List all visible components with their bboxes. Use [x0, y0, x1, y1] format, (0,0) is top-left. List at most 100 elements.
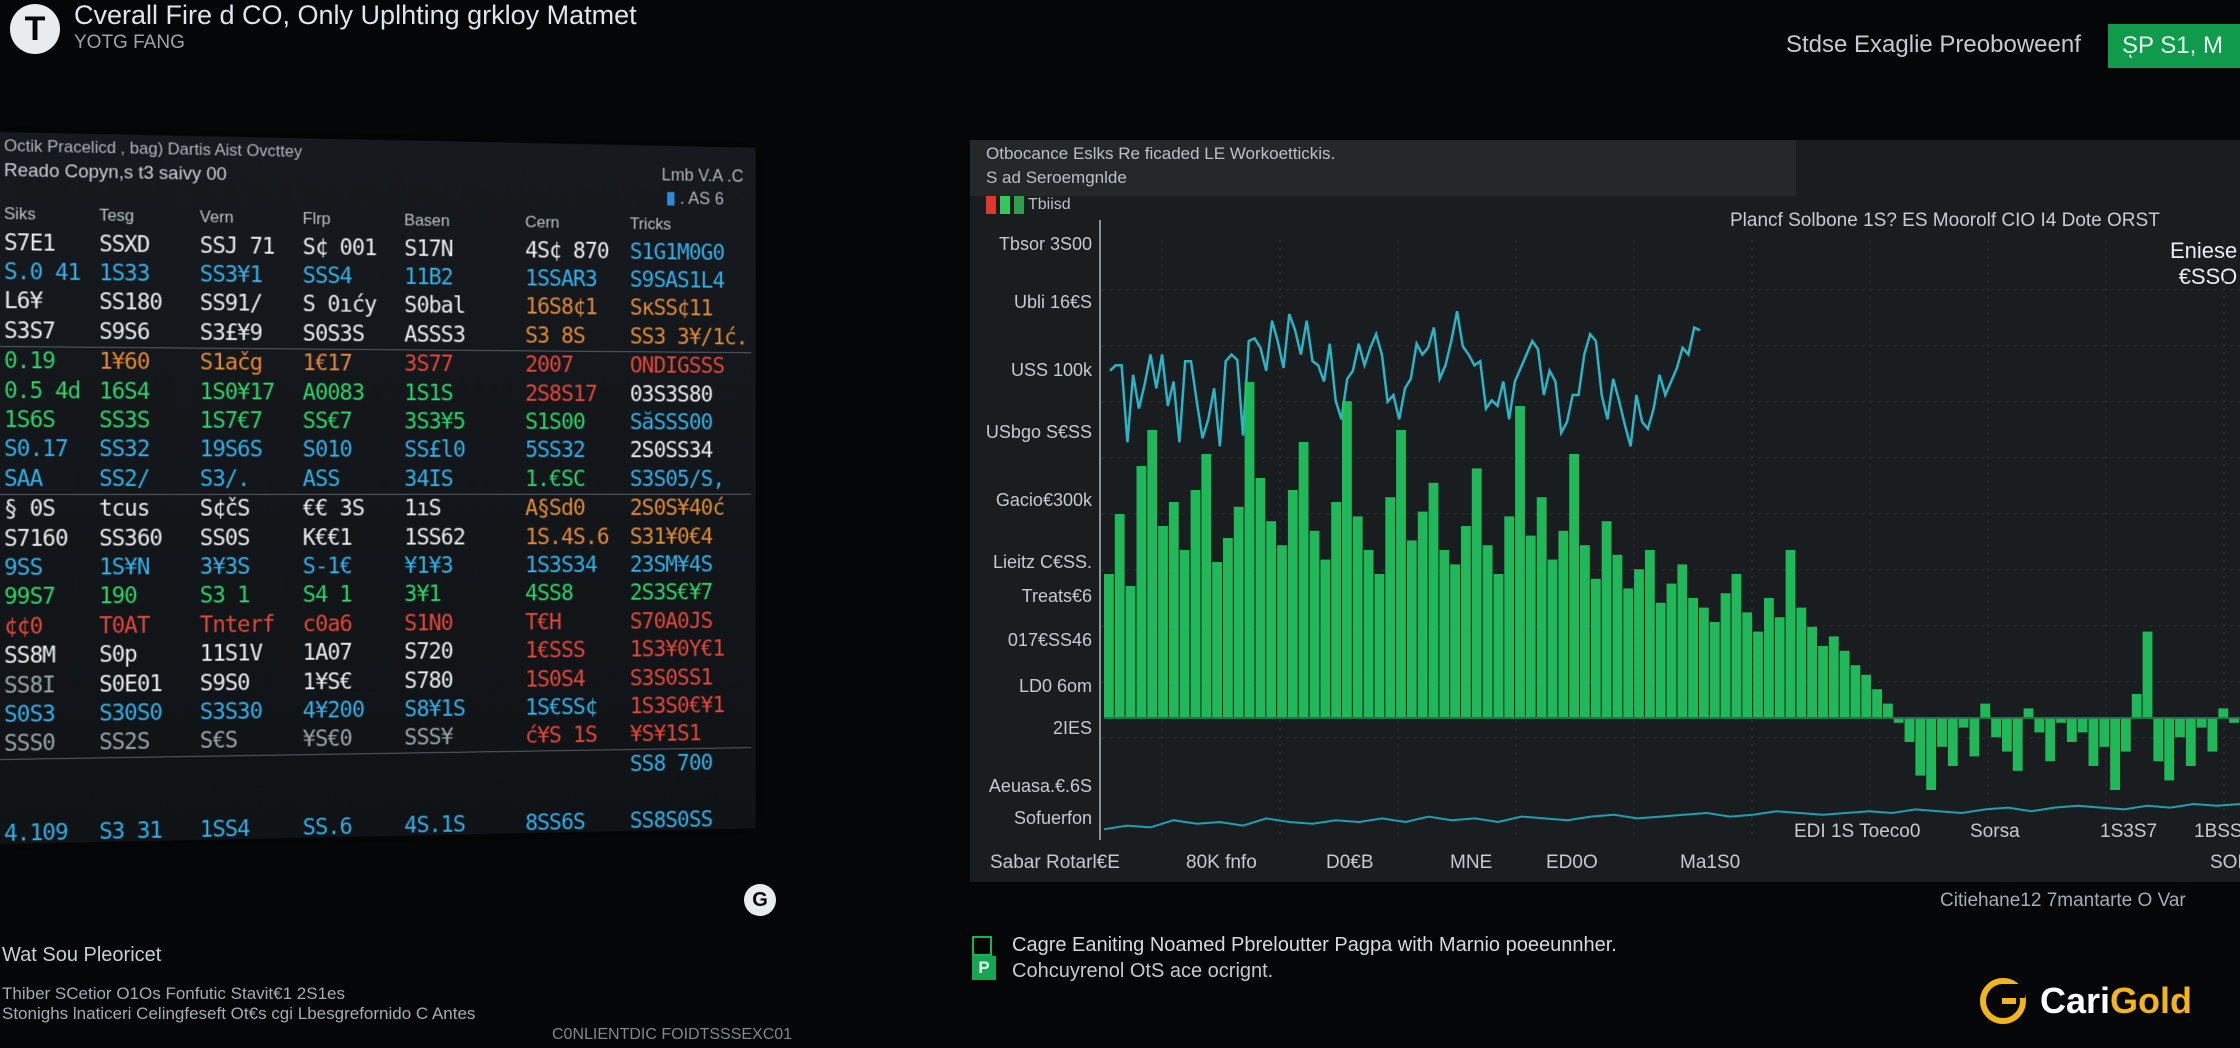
table-cell: 34IS: [400, 465, 521, 494]
brand-name-part1: Cari: [2040, 980, 2110, 1021]
app-logo-icon[interactable]: T: [10, 4, 60, 54]
volume-bar: [1299, 442, 1309, 718]
volume-bar: [1764, 598, 1774, 718]
column-header[interactable]: Cern: [521, 209, 626, 238]
table-row[interactable]: § 0S tcus S¢čS €€ 3S 1ıS A§Sd0 2S0S¥40ć: [0, 494, 751, 524]
volume-bar: [1331, 502, 1341, 718]
column-header[interactable]: Vern: [196, 203, 299, 232]
volume-bar: [1310, 531, 1320, 718]
table-cell: 23SM¥4S: [626, 550, 751, 579]
table-cell: 4.109: [0, 817, 95, 848]
volume-bar: [1461, 526, 1471, 718]
table-cell: 1S33: [95, 259, 196, 289]
table-cell: SS91/: [196, 289, 299, 319]
header-action-button[interactable]: SͅP S1, M: [2108, 24, 2240, 68]
volume-bar: [1732, 574, 1742, 718]
table-cell: S9S0: [196, 668, 299, 698]
option-checkbox[interactable]: [972, 936, 992, 956]
table-cell: S 0ıćy: [299, 290, 401, 320]
y-tick-label: Sofuerfon: [1014, 808, 1092, 828]
table-cell: 4¥200: [299, 695, 401, 725]
table-cell: S0bal: [400, 291, 521, 321]
footer-text: Thiber SCetior O1Os Fonfutic Stavit€1 2S…: [2, 984, 345, 1004]
table-cell: tcus: [95, 494, 196, 524]
column-header[interactable]: Flrp: [299, 205, 401, 234]
table-row[interactable]: 9SS 1S¥N 3¥3S S-1€ ¥1¥3 1S3S34 23SM¥4S: [0, 550, 751, 582]
chart-panel: Otbocance Eslks Re ficaded LE Workoettic…: [970, 140, 2240, 882]
table-cell: S0p: [95, 640, 196, 670]
table-cell: SS3S: [95, 406, 196, 436]
volume-bar: [1191, 490, 1201, 718]
table-row[interactable]: 0.19 1¥60 S1ačg 1€17 3S77 2007 ONDIGSSS: [0, 346, 751, 381]
table-cell: S17N: [400, 234, 521, 264]
table-cell: [299, 753, 401, 784]
table-cell: 1S0S4: [521, 664, 626, 694]
table-cell: 1ıS: [400, 494, 521, 523]
table-cell: 4S.1S: [400, 809, 521, 840]
volume-bar: [1937, 718, 1947, 747]
table-cell: S9S6: [95, 317, 196, 348]
table-cell: 2007: [521, 350, 626, 380]
column-header[interactable]: Tesg: [95, 202, 196, 231]
table-cell: 1S3S34: [521, 551, 626, 580]
volume-bar: [1364, 550, 1374, 718]
table-page-indicator[interactable]: . AS 6: [667, 188, 724, 209]
table-cell: [95, 786, 196, 817]
table-cell: ć¥S 1S: [521, 721, 626, 751]
table-cell: 1¥S€: [299, 667, 401, 697]
volume-bar: [2078, 718, 2088, 732]
table-row[interactable]: 1S6S SS3S 1S7€7 SS€7 3S3¥5 S1S00 SăSSS00: [0, 405, 751, 437]
table-cell: 16S8¢1: [521, 293, 626, 323]
table-cell: 1SS62: [400, 523, 521, 552]
volume-bar: [1483, 545, 1493, 718]
table-cell: 1S€SS¢: [521, 692, 626, 722]
table-cell: [400, 751, 521, 782]
table-cell: T€H: [521, 608, 626, 637]
volume-bar: [1429, 483, 1439, 718]
column-header[interactable]: Basen: [400, 207, 521, 236]
table-cell: [299, 782, 401, 813]
table-cell: [521, 778, 626, 808]
volume-bar: [1320, 560, 1330, 718]
table-cell: SS£l0: [400, 436, 521, 465]
table-row[interactable]: S7160 SS360 SS0S K€€1 1SS62 1S.4S.6 S31¥0€4: [0, 522, 751, 553]
table-cell: S3S05/S,: [626, 465, 751, 494]
refresh-icon[interactable]: G: [744, 884, 776, 916]
table-cell: 1S0¥17: [196, 377, 299, 407]
table-cell: 1.€SC: [521, 465, 626, 494]
volume-bar: [2002, 718, 2012, 752]
volume-bar: [1548, 560, 1558, 718]
table-cell: 2S3S€¥7: [626, 579, 751, 608]
table-cell: 9SS: [0, 553, 95, 583]
volume-bar: [2143, 632, 2153, 718]
page-subtitle: YOTG FANG: [74, 32, 185, 54]
table-row[interactable]: 0.5 4d 16S4 1S0¥17 A0083 1S1S 2S8S17 03S3S80: [0, 376, 751, 409]
price-volume-chart[interactable]: Tbsor 3S00 Ubli 16€S USS 100k USbgo S€SS Gac…: [970, 140, 2240, 882]
volume-bar: [1288, 490, 1298, 718]
volume-bar: [1234, 507, 1244, 718]
y-tick-label: Treats€6: [1022, 586, 1092, 606]
table-cell: c0a6: [299, 609, 401, 639]
page-indicator-label: . AS 6: [680, 188, 724, 208]
table-cell: [400, 780, 521, 811]
volume-bar: [1472, 468, 1482, 718]
y-tick-label: 2IES: [1053, 718, 1092, 738]
table-row[interactable]: SAA SS2/S3/. ASS 34IS 1.€SC S3S05/S,: [0, 464, 751, 494]
x-tick-label: D0€B: [1326, 852, 1374, 873]
y-tick-label: LD0 6om: [1019, 676, 1092, 696]
refresh-icon-glyph: G: [752, 889, 768, 912]
volume-bar: [1569, 454, 1579, 718]
column-header[interactable]: Siks: [0, 200, 95, 229]
table-cell: S8¥1S: [400, 694, 521, 724]
volume-bar: [1742, 612, 1752, 718]
option-checkbox-checked[interactable]: P: [972, 956, 996, 980]
table-cell: 1S1S: [400, 379, 521, 408]
volume-bar: [1656, 603, 1666, 718]
table-cell: 5SS32: [521, 436, 626, 465]
table-cell: SS3¥1: [196, 260, 299, 290]
table-cell: A0083: [299, 378, 401, 407]
table-row[interactable]: S0.17 SS32 19S6S S010 SS£l0 5SS32 2S0SS34: [0, 435, 751, 465]
table-cell: 11S1V: [196, 639, 299, 669]
column-header[interactable]: Tricks: [626, 211, 751, 240]
table-body: S7E1 SSXD SSJ 71 S¢ 001 S17N 4S¢ 870 S1G1M0G0 S…: [0, 228, 751, 848]
